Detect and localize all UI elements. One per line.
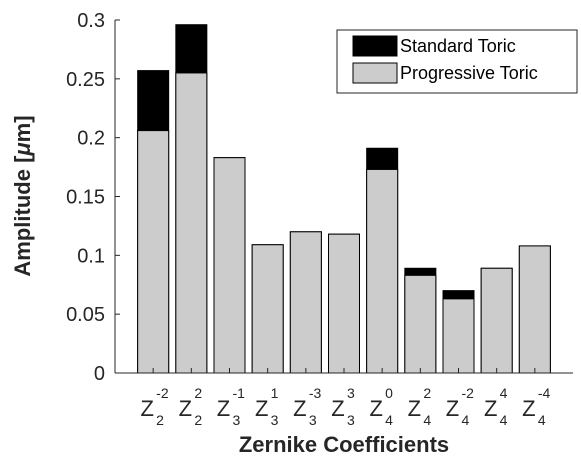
x-tick-sup: 2 (194, 385, 202, 401)
x-tick-sup: 2 (423, 385, 431, 401)
bar-progressive-toric (175, 72, 208, 374)
x-tick-sup: -1 (233, 385, 246, 401)
y-tick-label: 0.15 (66, 187, 105, 209)
legend-label: Progressive Toric (400, 63, 538, 83)
x-tick-label: Z2 4 (408, 385, 432, 428)
x-tick-sup: -3 (309, 385, 322, 401)
x-tick-sub: 3 (233, 412, 241, 428)
bar-progressive-toric (328, 233, 360, 374)
x-tick-sub: 3 (309, 412, 317, 428)
x-axis-title: Zernike Coefficients (239, 432, 449, 457)
x-tick-sub: 3 (271, 412, 279, 428)
legend-swatch (352, 35, 398, 57)
legend-label: Standard Toric (400, 36, 516, 56)
bar-progressive-toric (137, 130, 170, 374)
x-tick-sup: 4 (500, 385, 508, 401)
x-tick-sub: 4 (423, 412, 431, 428)
x-tick-base: Z (446, 396, 459, 421)
x-tick-base: Z (179, 396, 192, 421)
x-tick-sub: 4 (462, 412, 470, 428)
x-tick-sub: 4 (538, 412, 546, 428)
x-tick-label: Z3 3 (331, 385, 355, 428)
x-tick-label: Z1 3 (255, 385, 279, 428)
bar-progressive-toric (480, 267, 513, 374)
y-tick-label: 0.3 (77, 10, 105, 32)
x-tick-base: Z (293, 396, 306, 421)
bar-progressive-toric (366, 168, 399, 374)
x-tick-sup: 1 (271, 385, 279, 401)
y-tick-label: 0.2 (77, 128, 105, 150)
x-tick-base: Z (484, 396, 497, 421)
y-ticks-layer: 0 0.05 0.1 0.15 0.2 0.25 0.3 (66, 10, 120, 385)
x-tick-sup: -2 (156, 385, 169, 401)
y-tick-label: 0 (94, 363, 105, 385)
x-tick-sup: 3 (347, 385, 355, 401)
y-axis-title: Amplitude [μm] (10, 115, 35, 276)
x-tick-base: Z (522, 396, 535, 421)
x-tick-sub: 2 (156, 412, 164, 428)
bar-progressive-toric (518, 245, 551, 374)
x-tick-base: Z (255, 396, 268, 421)
bar-progressive-toric (251, 244, 284, 374)
bar-progressive-toric (289, 231, 322, 374)
x-tick-base: Z (331, 396, 344, 421)
x-tick-label: Z-1 3 (217, 385, 245, 428)
x-tick-base: Z (369, 396, 382, 421)
x-tick-sub: 4 (385, 412, 393, 428)
x-tick-sup: -4 (538, 385, 551, 401)
x-tick-sub: 2 (194, 412, 202, 428)
x-tick-base: Z (408, 396, 421, 421)
x-tick-label: Z-2 2 (140, 385, 168, 428)
bars-layer (137, 24, 551, 374)
x-tick-sup: -2 (462, 385, 475, 401)
mu-symbol: μ (10, 142, 35, 156)
x-tick-sup: 0 (385, 385, 393, 401)
x-tick-base: Z (140, 396, 153, 421)
x-tick-label: Z4 4 (484, 385, 508, 428)
bar-progressive-toric (404, 274, 437, 374)
y-tick-label: 0.05 (66, 304, 105, 326)
x-tick-sub: 3 (347, 412, 355, 428)
bar-progressive-toric (213, 157, 246, 374)
bar-progressive-toric (442, 298, 475, 374)
x-tick-sub: 4 (500, 412, 508, 428)
y-tick-label: 0.1 (77, 245, 105, 267)
x-tick-label: Z0 4 (369, 385, 393, 428)
y-tick-label: 0.25 (66, 69, 105, 91)
x-tick-label: Z-2 4 (446, 385, 474, 428)
x-tick-label: Z-4 4 (522, 385, 550, 428)
x-categories-layer: Z-22 Z22 Z-13 Z13 Z-33 Z33 Z04 Z24 Z-24 Z44 Z-44 (140, 368, 550, 428)
x-tick-label: Z2 2 (179, 385, 203, 428)
x-tick-base: Z (217, 396, 230, 421)
legend: Standard Toric Progressive Toric (336, 29, 578, 94)
x-tick-label: Z-3 3 (293, 385, 321, 428)
legend-swatch (352, 62, 398, 84)
